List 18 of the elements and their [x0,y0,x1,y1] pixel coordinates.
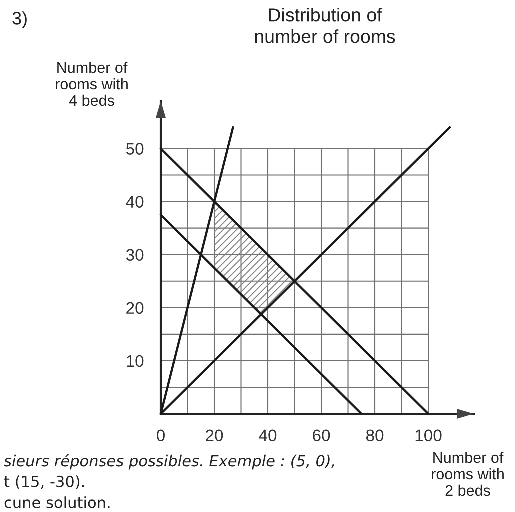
x-tick-label: 100 [416,430,442,442]
x-tick-label: 80 [366,430,384,442]
y-axis-title: Number of rooms with 4 beds [56,62,128,106]
x-tick-label: 20 [206,430,224,442]
text: cune solution. [4,496,110,508]
chart-title: Distribution of number of rooms [255,8,396,44]
text: sieurs réponses possibles. Exemple : (5, 0), [4,454,334,470]
y-tick-label: 40 [126,196,144,208]
y-tick-label: 20 [126,302,144,314]
x-axis-title: Number of rooms with 2 beds [432,452,504,496]
x-tick-label: 0 [157,430,165,442]
y-tick-label: 30 [126,249,144,262]
y-tick-label: 10 [127,355,144,368]
x-tick-label: 40 [259,430,277,442]
y-tick-label: 50 [126,143,144,155]
text: t (15, -30). [4,476,84,490]
x-tick-label: 60 [313,430,330,442]
text: 3) [12,12,27,28]
